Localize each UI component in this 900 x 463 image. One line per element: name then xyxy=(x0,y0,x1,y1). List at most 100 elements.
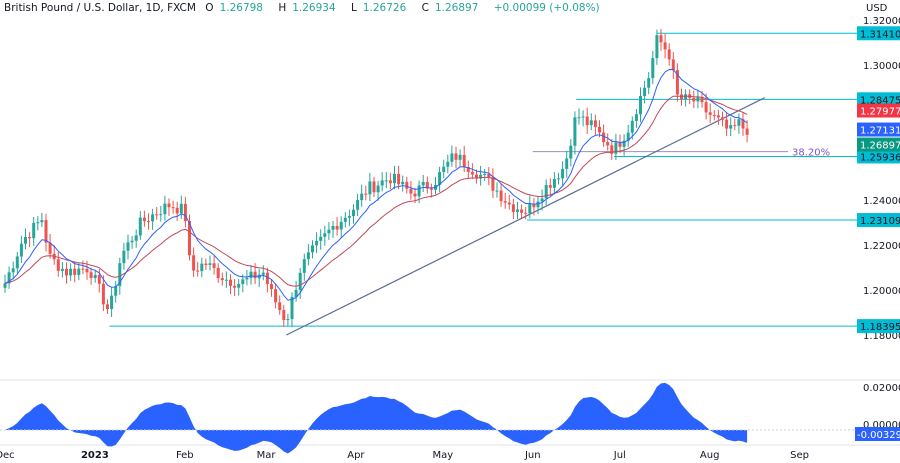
candle-body xyxy=(557,178,560,180)
candle-body xyxy=(32,222,36,239)
candle-body xyxy=(142,217,146,222)
candle-body xyxy=(81,268,85,270)
price-level-badge xyxy=(857,213,900,228)
oscillator-value-badge xyxy=(855,427,900,441)
candle-body xyxy=(15,256,19,269)
candle-body xyxy=(593,120,597,127)
candle-body xyxy=(487,173,491,177)
price-level-label: 1.23109 xyxy=(860,216,900,227)
price-level-label: 1.25936 xyxy=(860,152,900,163)
candle-body xyxy=(159,214,163,216)
x-tick-label: May xyxy=(433,450,454,461)
candle-body xyxy=(675,70,679,95)
candle-body xyxy=(667,49,671,60)
candle-body xyxy=(397,173,401,185)
candle-body xyxy=(73,268,77,275)
candle-body xyxy=(335,225,339,230)
candle-body xyxy=(409,188,413,194)
x-tick-label: Mar xyxy=(257,450,277,461)
price-level-badge xyxy=(857,319,900,334)
candle-body xyxy=(401,181,405,185)
candle-body xyxy=(716,115,720,118)
candle-body xyxy=(36,222,40,224)
candle-body xyxy=(245,277,249,280)
price-level-label: 1.28475 xyxy=(860,95,900,106)
candle-body xyxy=(479,174,483,179)
candle-body xyxy=(700,97,704,103)
candle-body xyxy=(352,209,355,217)
candle-body xyxy=(733,125,737,127)
candle-body xyxy=(548,185,552,188)
candle-body xyxy=(48,242,52,254)
candle-body xyxy=(101,283,105,305)
candle-body xyxy=(60,268,64,271)
candle-body xyxy=(114,286,118,296)
candle-body xyxy=(577,117,581,119)
candle-body xyxy=(216,267,220,279)
y-tick-label: 1.30000 xyxy=(863,61,900,72)
candle-body xyxy=(339,221,343,230)
candle-body xyxy=(552,178,556,188)
candle-body xyxy=(524,212,528,214)
candle-body xyxy=(729,125,733,129)
candle-body xyxy=(483,173,487,175)
candle-body xyxy=(290,296,294,320)
candle-body xyxy=(19,243,23,257)
candle-body xyxy=(659,35,663,43)
candle-body xyxy=(147,221,150,223)
x-tick-label: Jul xyxy=(613,450,626,461)
candle-body xyxy=(712,114,716,116)
candle-body xyxy=(511,204,515,212)
current-price-badge xyxy=(857,122,900,137)
candle-body xyxy=(270,283,273,290)
candle-body xyxy=(618,142,622,147)
candle-body xyxy=(294,289,298,297)
change-value: +0.00099 (+0.08%) xyxy=(493,2,600,14)
candle-body xyxy=(388,180,392,184)
current-price-label: 1.26897 xyxy=(860,141,900,152)
x-tick-label: Feb xyxy=(176,450,194,461)
candle-body xyxy=(364,193,368,195)
candle-body xyxy=(442,166,446,173)
candle-body xyxy=(360,193,364,201)
candle-body xyxy=(286,319,290,321)
candle-body xyxy=(319,236,323,241)
candle-body xyxy=(466,166,470,172)
candle-body xyxy=(696,97,700,102)
fibonacci-label: 38.20% xyxy=(792,148,830,159)
candle-body xyxy=(470,171,474,175)
candle-body xyxy=(372,181,376,193)
candle-body xyxy=(475,174,478,179)
candle-body xyxy=(581,116,585,118)
candle-body xyxy=(315,240,319,246)
candle-body xyxy=(429,188,433,190)
x-tick-label: Sep xyxy=(790,450,809,461)
candle-body xyxy=(446,161,450,167)
price-level-badge xyxy=(857,149,900,164)
candle-body xyxy=(323,233,327,237)
open-value: 1.26798 xyxy=(219,2,263,14)
y-tick-label: 1.22000 xyxy=(863,241,900,252)
candle-body xyxy=(138,217,142,236)
candle-body xyxy=(544,185,548,199)
candle-body xyxy=(11,268,15,273)
candle-body xyxy=(421,181,425,186)
candle-body xyxy=(237,284,241,288)
candle-body xyxy=(725,119,729,129)
candle-body xyxy=(93,275,97,279)
candle-body xyxy=(380,180,384,186)
candle-body xyxy=(671,59,675,71)
candle-body xyxy=(745,128,749,135)
candle-body xyxy=(311,245,314,253)
high-value: 1.26934 xyxy=(292,2,336,14)
oscillator-area xyxy=(5,382,748,454)
candle-body xyxy=(110,295,114,310)
price-level-label: 1.31410 xyxy=(860,29,900,40)
oscillator-tick-label: 0.00000 xyxy=(863,420,900,431)
candle-body xyxy=(65,268,68,276)
low-value: 1.26726 xyxy=(362,2,407,14)
candle-body xyxy=(224,279,228,281)
candle-body xyxy=(175,207,179,214)
